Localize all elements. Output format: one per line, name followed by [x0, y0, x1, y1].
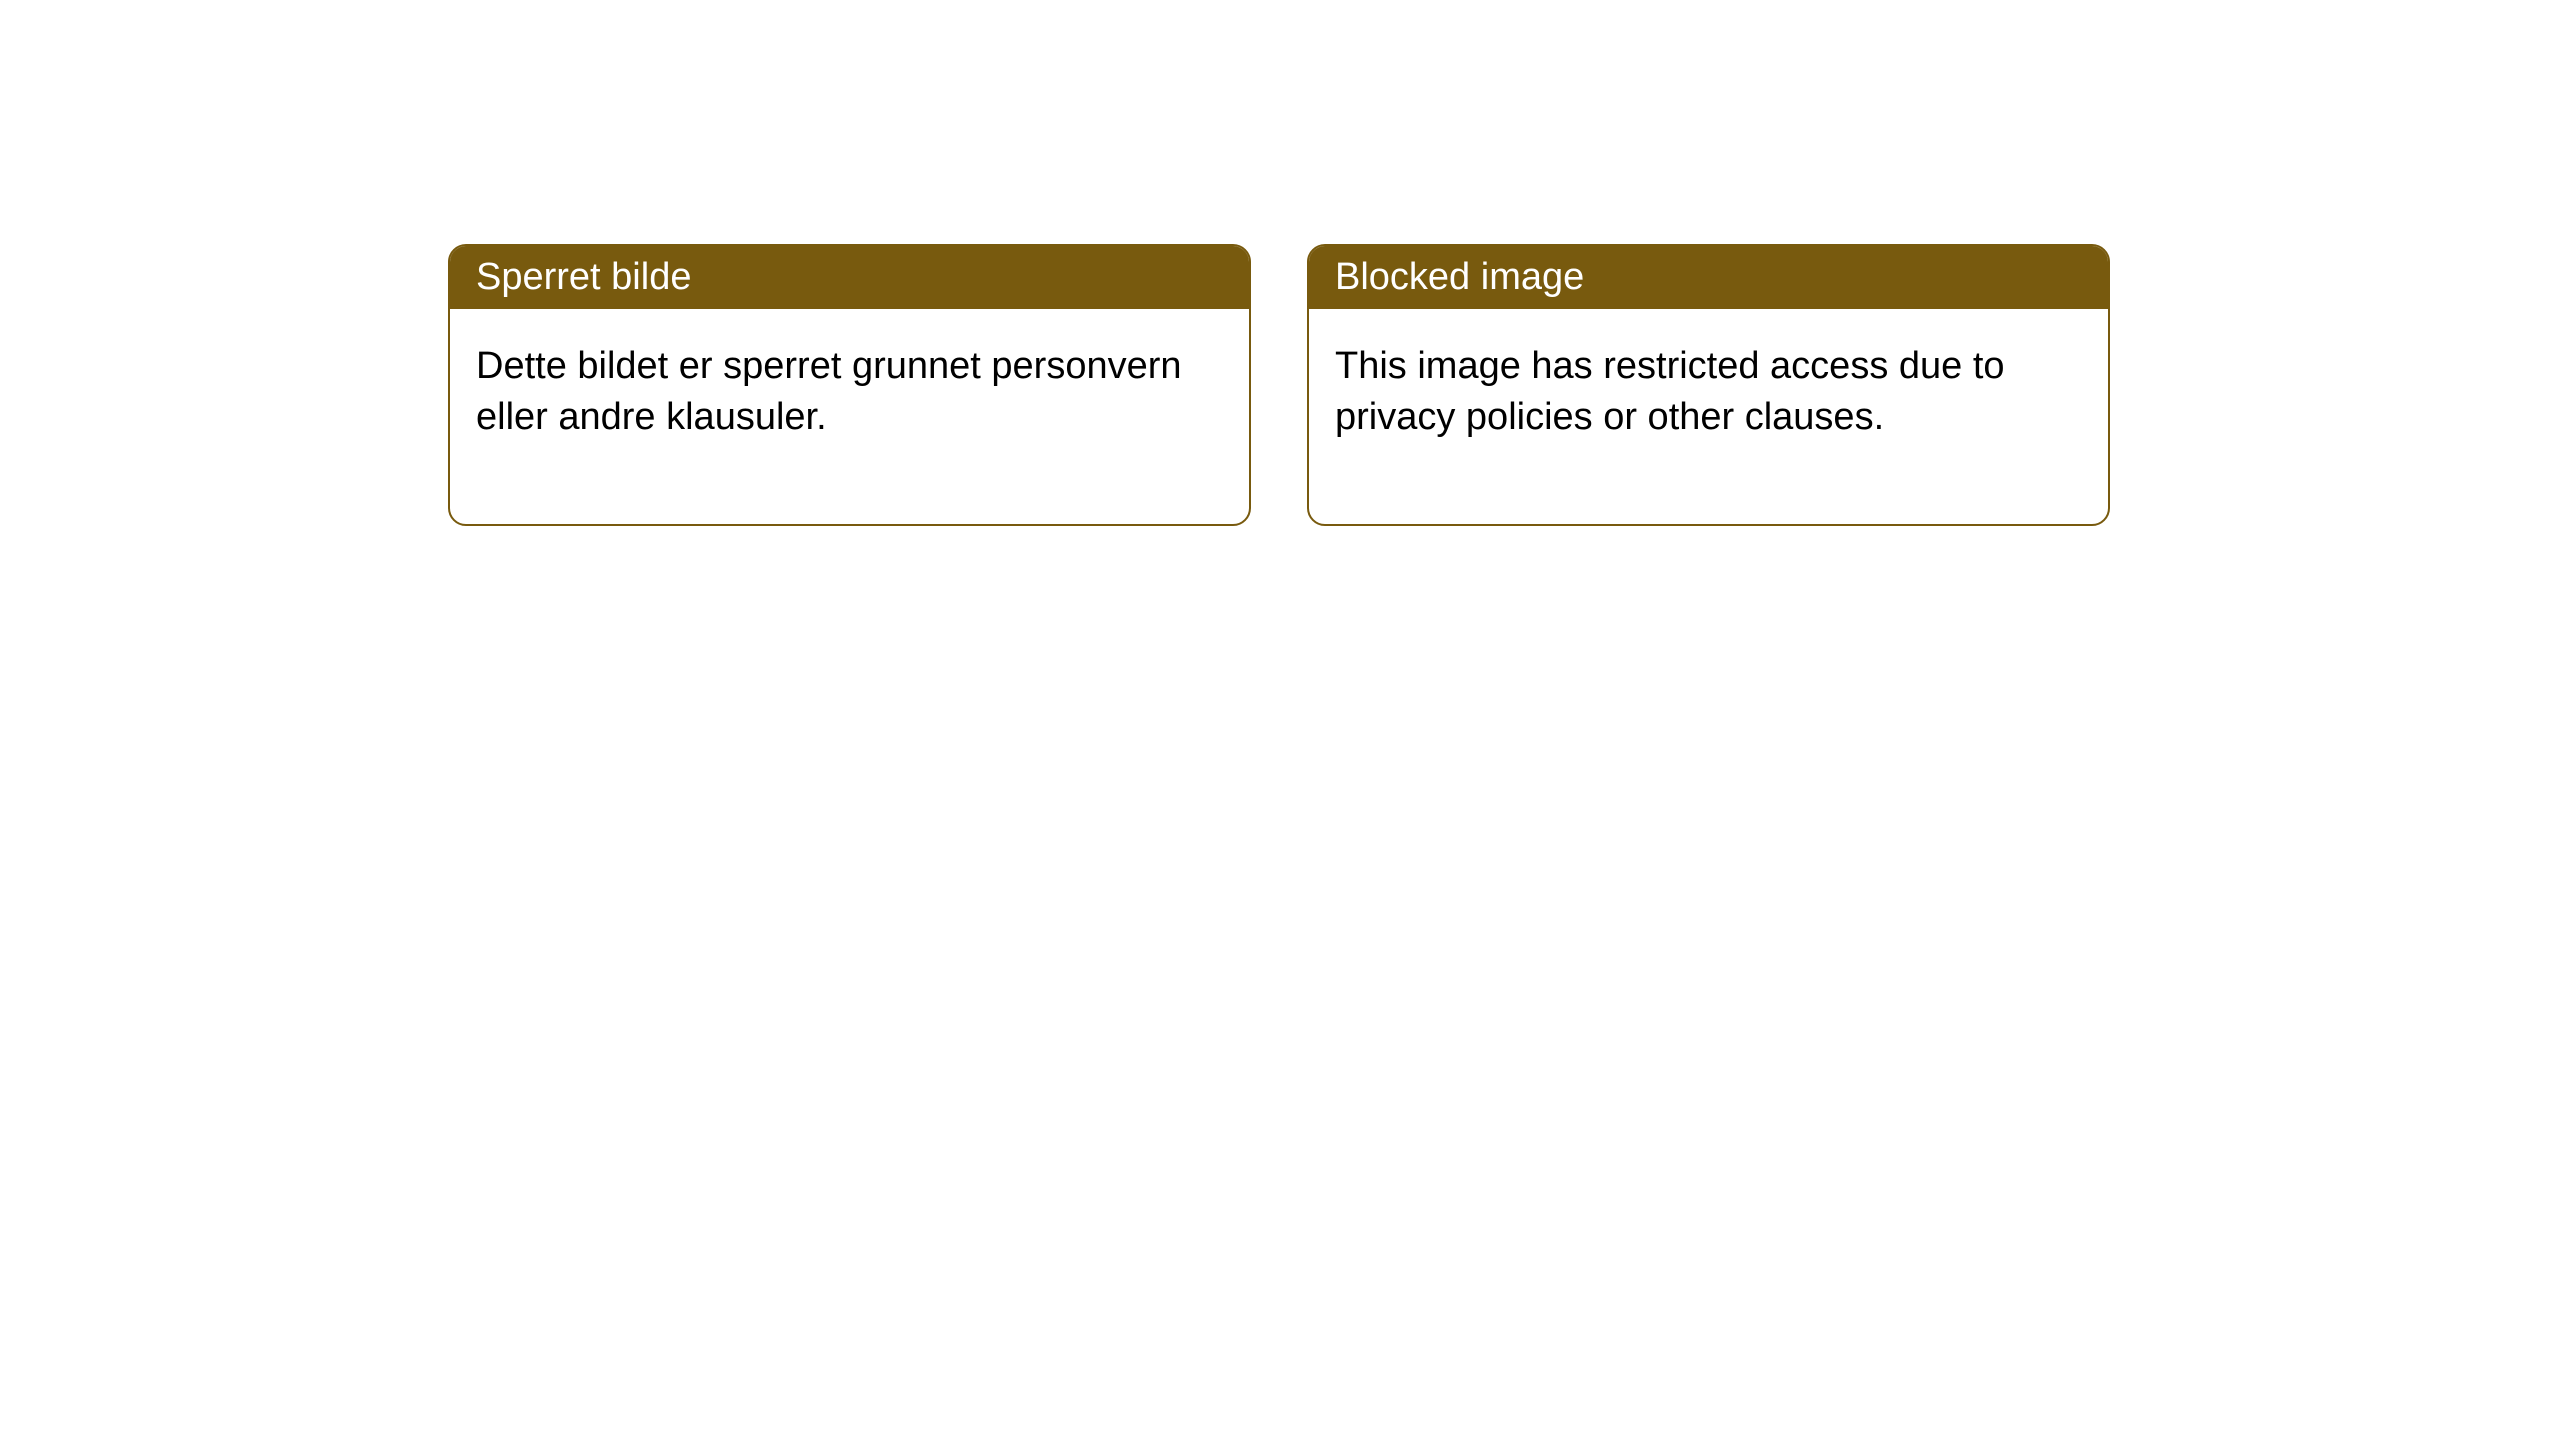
notice-container: Sperret bilde Dette bildet er sperret gr…: [0, 0, 2560, 526]
notice-header: Blocked image: [1309, 246, 2108, 309]
notice-body-text: This image has restricted access due to …: [1335, 345, 2005, 438]
notice-body: This image has restricted access due to …: [1309, 309, 2108, 524]
notice-header: Sperret bilde: [450, 246, 1249, 309]
notice-title: Sperret bilde: [476, 256, 691, 298]
notice-title: Blocked image: [1335, 256, 1584, 298]
notice-body-text: Dette bildet er sperret grunnet personve…: [476, 345, 1182, 438]
notice-card-english: Blocked image This image has restricted …: [1307, 244, 2110, 526]
notice-body: Dette bildet er sperret grunnet personve…: [450, 309, 1249, 524]
notice-card-norwegian: Sperret bilde Dette bildet er sperret gr…: [448, 244, 1251, 526]
